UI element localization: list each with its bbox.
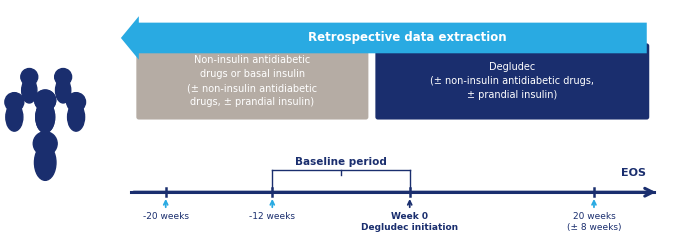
Polygon shape xyxy=(121,16,647,60)
Circle shape xyxy=(32,87,58,113)
Text: -20 weeks: -20 weeks xyxy=(142,212,189,221)
Ellipse shape xyxy=(36,101,55,133)
Circle shape xyxy=(55,69,72,85)
Ellipse shape xyxy=(68,103,85,131)
Circle shape xyxy=(35,90,55,111)
Ellipse shape xyxy=(5,103,23,131)
Text: Week 0
Degludec initiation: Week 0 Degludec initiation xyxy=(361,212,458,232)
Text: -12 weeks: -12 weeks xyxy=(249,212,295,221)
Circle shape xyxy=(35,90,55,111)
Text: Retrospective data extraction: Retrospective data extraction xyxy=(308,31,507,45)
Circle shape xyxy=(34,132,57,155)
FancyBboxPatch shape xyxy=(375,43,649,120)
Text: Degludec
(± non-insulin antidiabetic drugs,
± prandial insulin): Degludec (± non-insulin antidiabetic dru… xyxy=(430,62,595,100)
Circle shape xyxy=(66,93,86,111)
FancyBboxPatch shape xyxy=(136,43,369,120)
Text: 20 weeks
(± 8 weeks): 20 weeks (± 8 weeks) xyxy=(566,212,621,232)
Text: Baseline period: Baseline period xyxy=(295,158,387,168)
Circle shape xyxy=(5,93,24,111)
Ellipse shape xyxy=(55,78,71,103)
Ellipse shape xyxy=(22,78,37,103)
Text: Non-insulin antidiabetic
drugs or basal insulin
(± non-insulin antidiabetic
drug: Non-insulin antidiabetic drugs or basal … xyxy=(187,55,317,108)
Text: EOS: EOS xyxy=(621,168,647,178)
Circle shape xyxy=(21,69,38,85)
Ellipse shape xyxy=(34,145,56,180)
Ellipse shape xyxy=(36,101,55,133)
